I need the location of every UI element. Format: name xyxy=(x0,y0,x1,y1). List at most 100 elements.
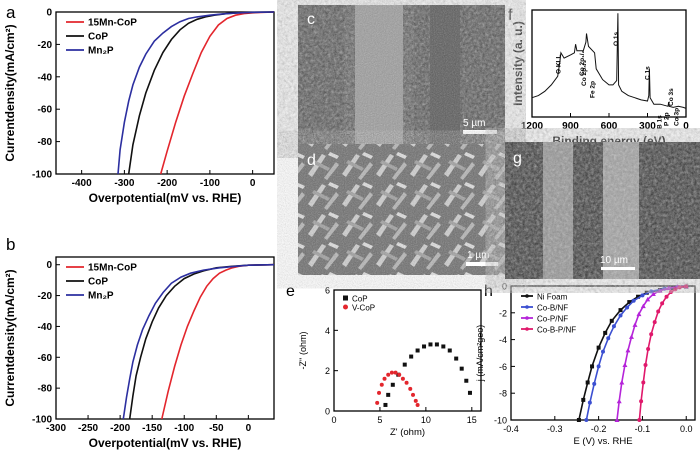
panel-letter-f: f xyxy=(508,7,513,24)
x-tick-label: 0.0 xyxy=(680,424,693,434)
data-point xyxy=(585,380,590,385)
data-point xyxy=(596,345,601,350)
data-point xyxy=(377,390,382,395)
y-tick-label: -40 xyxy=(38,322,53,333)
data-point xyxy=(386,372,391,377)
data-point xyxy=(383,402,388,407)
x-axis-label: Z' (ohm) xyxy=(390,427,425,438)
data-point xyxy=(454,356,459,361)
y-tick-label: 6 xyxy=(325,286,330,296)
panel-letter-h: h xyxy=(484,283,493,300)
y-tick-label: 0 xyxy=(502,282,507,292)
series-line-0 xyxy=(531,13,687,109)
data-point xyxy=(619,379,625,385)
sem-image-g: g 10 µm xyxy=(505,142,700,279)
x-tick-label: -200 xyxy=(157,178,177,189)
x-tick-label: -200 xyxy=(110,423,130,434)
x-tick-label: 900 xyxy=(562,121,579,132)
data-point xyxy=(611,324,616,329)
x-tick-label: -250 xyxy=(78,423,98,434)
data-point xyxy=(422,344,427,349)
panel-letter-a: a xyxy=(6,3,16,22)
data-point xyxy=(632,322,638,327)
xps-peak-label: Co 2p₁/₂ xyxy=(579,50,586,76)
data-point xyxy=(459,366,464,371)
y-tick-label: 0 xyxy=(46,260,52,271)
data-point xyxy=(637,418,642,422)
legend-label: Co-P/NF xyxy=(537,315,568,324)
data-point xyxy=(464,378,469,383)
data-point xyxy=(434,342,439,347)
x-tick-label: 5 xyxy=(377,415,382,425)
y-axis-label: Intensity (a. u.) xyxy=(511,21,525,106)
series-line-1 xyxy=(128,263,275,420)
y-tick-label: -20 xyxy=(38,40,53,51)
y-tick-label: 0 xyxy=(46,8,52,19)
data-point xyxy=(386,392,391,397)
xps-peak-label: C 1s xyxy=(644,66,651,80)
legend-label: 15Mn-CoP xyxy=(88,18,137,29)
data-point xyxy=(641,380,646,385)
xps-peak-label: O 1s xyxy=(613,32,620,46)
legend-label: Ni Foam xyxy=(537,293,568,302)
y-axis-label: Currentdensity(mA/cm²) xyxy=(3,269,17,406)
xps-peak-label: B 1s xyxy=(656,115,663,129)
x-tick-label: 300 xyxy=(639,121,656,132)
data-point xyxy=(467,390,472,395)
xps-peak-label: Fe 2p xyxy=(590,81,597,98)
data-point xyxy=(627,300,632,305)
y-tick-label: 4 xyxy=(325,326,330,336)
data-point xyxy=(660,301,665,306)
data-point xyxy=(581,397,586,402)
scale-bar-d xyxy=(466,262,498,266)
series-line-0 xyxy=(161,263,275,420)
y-axis-label: -Z'' (ohm) xyxy=(298,332,308,370)
data-point xyxy=(649,289,654,294)
series-line-1 xyxy=(585,285,687,421)
y-tick-label: -6 xyxy=(499,362,507,372)
data-point xyxy=(397,372,402,377)
data-point xyxy=(677,285,682,290)
x-tick-label: 1200 xyxy=(521,121,544,132)
data-point xyxy=(656,309,661,314)
data-point xyxy=(618,308,623,313)
data-point xyxy=(447,348,452,353)
data-point xyxy=(625,305,630,310)
y-tick-label: -4 xyxy=(499,335,507,345)
x-tick-label: 0 xyxy=(331,415,336,425)
data-point xyxy=(609,318,614,323)
x-tick-label: 0 xyxy=(250,178,256,189)
scale-bar-c xyxy=(463,130,497,134)
legend-label: Mn₂P xyxy=(88,291,114,302)
xps-peak-label: Co 2p₃/₂ xyxy=(581,60,588,86)
x-tick-label: -150 xyxy=(142,423,162,434)
series-line-0 xyxy=(578,285,687,421)
legend-swatch xyxy=(525,327,529,331)
y-tick-label: -2 xyxy=(499,308,507,318)
panel-letter-b: b xyxy=(6,235,15,254)
legend-swatch xyxy=(525,294,529,298)
data-point xyxy=(590,364,595,369)
legend-label: Co-B-P/NF xyxy=(537,326,576,335)
legend-swatch xyxy=(343,295,348,301)
data-point xyxy=(616,398,622,404)
y-tick-label: -20 xyxy=(38,291,53,302)
data-point xyxy=(657,288,663,293)
data-point xyxy=(636,294,641,299)
sem-image-c: c 5 µm xyxy=(298,5,505,144)
data-point xyxy=(684,284,689,289)
xps-peak-label: P 2p xyxy=(664,112,671,126)
x-tick-label: 15 xyxy=(467,415,477,425)
y-tick-label: 0 xyxy=(325,407,330,417)
x-tick-label: -0.1 xyxy=(635,424,651,434)
data-point xyxy=(652,320,657,325)
data-point xyxy=(603,330,608,335)
data-point xyxy=(408,386,413,391)
data-point xyxy=(404,380,409,385)
data-point xyxy=(390,382,395,387)
data-point xyxy=(631,298,636,303)
data-point xyxy=(646,346,651,351)
x-axis-label: E (V) vs. RHE xyxy=(573,436,632,447)
